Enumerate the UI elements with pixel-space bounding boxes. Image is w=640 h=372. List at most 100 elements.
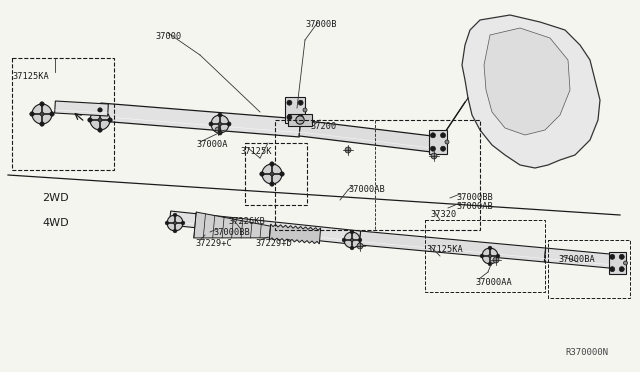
Circle shape xyxy=(173,229,177,233)
Circle shape xyxy=(167,215,183,231)
Circle shape xyxy=(488,246,492,250)
Polygon shape xyxy=(269,224,321,244)
Circle shape xyxy=(181,221,185,225)
Polygon shape xyxy=(359,231,546,262)
Text: 37200: 37200 xyxy=(310,122,336,131)
Circle shape xyxy=(440,146,445,151)
Circle shape xyxy=(620,267,624,272)
Text: 37000AB: 37000AB xyxy=(456,202,493,211)
Circle shape xyxy=(173,221,177,225)
Text: 37226KB: 37226KB xyxy=(228,217,265,226)
Circle shape xyxy=(280,172,284,176)
Polygon shape xyxy=(484,28,570,135)
Circle shape xyxy=(493,257,499,263)
Circle shape xyxy=(445,140,449,144)
Text: 37125K: 37125K xyxy=(240,147,271,156)
Circle shape xyxy=(40,102,44,106)
Circle shape xyxy=(342,238,346,242)
Circle shape xyxy=(270,162,274,166)
Polygon shape xyxy=(99,103,301,137)
Circle shape xyxy=(165,221,169,225)
Text: 37000AA: 37000AA xyxy=(475,278,512,287)
Text: 37000BA: 37000BA xyxy=(558,255,595,264)
Circle shape xyxy=(108,118,112,122)
Bar xyxy=(275,120,480,230)
Polygon shape xyxy=(545,248,621,269)
Circle shape xyxy=(32,104,52,124)
Circle shape xyxy=(620,254,624,259)
Circle shape xyxy=(482,248,498,264)
Bar xyxy=(285,97,305,123)
Text: R370000N: R370000N xyxy=(565,348,608,357)
Circle shape xyxy=(30,112,34,116)
Circle shape xyxy=(287,100,292,105)
Circle shape xyxy=(298,100,303,105)
Circle shape xyxy=(218,131,222,135)
Bar xyxy=(548,240,630,298)
Circle shape xyxy=(218,122,222,126)
Circle shape xyxy=(345,147,351,153)
Polygon shape xyxy=(194,212,271,238)
Circle shape xyxy=(262,164,282,184)
Circle shape xyxy=(173,213,177,217)
Circle shape xyxy=(431,153,437,159)
Circle shape xyxy=(358,238,362,242)
Circle shape xyxy=(209,122,213,126)
Circle shape xyxy=(218,113,222,117)
Circle shape xyxy=(480,254,484,258)
Polygon shape xyxy=(299,120,441,153)
Circle shape xyxy=(303,108,307,112)
Circle shape xyxy=(98,128,102,132)
Circle shape xyxy=(488,254,492,257)
Circle shape xyxy=(98,108,102,112)
Circle shape xyxy=(610,267,615,272)
Circle shape xyxy=(357,243,363,249)
Text: 37229+D: 37229+D xyxy=(255,239,292,248)
Circle shape xyxy=(431,133,435,138)
Circle shape xyxy=(98,118,102,122)
Circle shape xyxy=(270,172,274,176)
Circle shape xyxy=(40,122,44,126)
Circle shape xyxy=(344,232,360,248)
Circle shape xyxy=(623,261,627,265)
Circle shape xyxy=(40,112,44,116)
Bar xyxy=(12,58,114,170)
Circle shape xyxy=(270,182,274,186)
Circle shape xyxy=(50,112,54,116)
Circle shape xyxy=(211,115,229,133)
Bar xyxy=(425,220,545,292)
Circle shape xyxy=(351,238,354,241)
Circle shape xyxy=(260,172,264,176)
Text: 37000AB: 37000AB xyxy=(348,185,385,194)
Circle shape xyxy=(431,146,435,151)
Circle shape xyxy=(287,115,292,120)
Circle shape xyxy=(296,116,304,124)
Text: 37229+C: 37229+C xyxy=(195,239,232,248)
Text: 37000BB: 37000BB xyxy=(213,228,250,237)
Text: 37125KA: 37125KA xyxy=(12,72,49,81)
Circle shape xyxy=(610,254,615,259)
Polygon shape xyxy=(54,101,108,116)
Circle shape xyxy=(215,127,221,133)
Bar xyxy=(609,252,625,274)
Circle shape xyxy=(227,122,231,126)
Text: 37000B: 37000B xyxy=(305,20,337,29)
Text: 37125KA: 37125KA xyxy=(426,245,463,254)
Circle shape xyxy=(350,230,354,234)
Polygon shape xyxy=(462,15,600,168)
Text: 37000: 37000 xyxy=(155,32,181,41)
Text: 4WD: 4WD xyxy=(42,218,68,228)
Circle shape xyxy=(298,115,303,120)
Text: 37320: 37320 xyxy=(430,210,456,219)
Circle shape xyxy=(88,118,92,122)
Text: 37000A: 37000A xyxy=(196,140,227,149)
Circle shape xyxy=(350,246,354,250)
Circle shape xyxy=(90,110,110,130)
Bar xyxy=(288,114,312,126)
Text: 37000BB: 37000BB xyxy=(456,193,493,202)
Circle shape xyxy=(496,254,500,258)
Circle shape xyxy=(440,133,445,138)
Circle shape xyxy=(488,262,492,266)
Polygon shape xyxy=(169,211,361,245)
Text: 2WD: 2WD xyxy=(42,193,68,203)
